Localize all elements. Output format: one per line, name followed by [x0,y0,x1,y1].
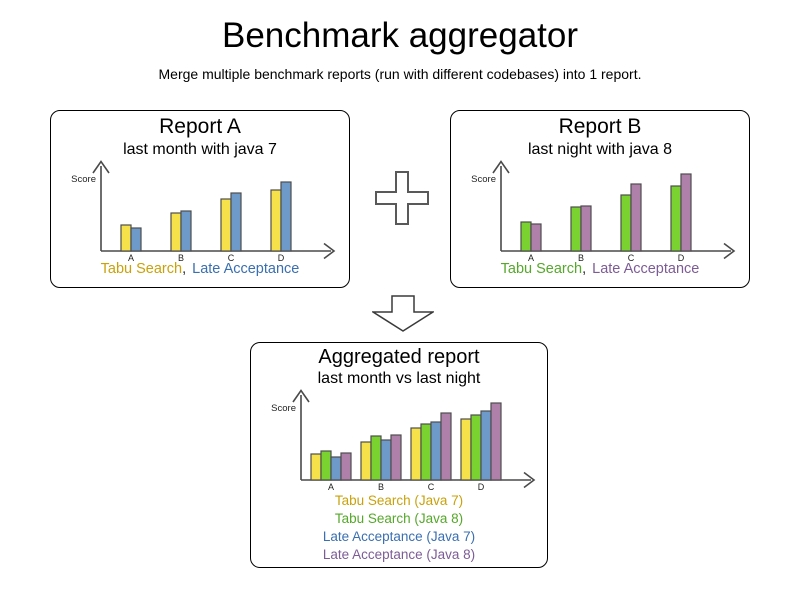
bar-C-1 [410,427,422,481]
bar-A-1 [520,221,532,252]
x-axis-arrowhead [323,242,336,260]
bar-B-1 [170,212,182,252]
category-label-C: C [228,253,235,263]
plus-icon [375,171,429,225]
bar-B-4 [390,434,402,481]
aggregated-report-panel: Aggregated report last month vs last nig… [250,342,548,568]
bar-D-3 [480,410,492,481]
legend-late-acceptance-java8: Late Acceptance (Java 8) [322,547,476,562]
category-label-C: C [428,482,435,492]
report-b-subtitle: last night with java 8 [527,141,673,158]
y-axis-arrowhead [292,389,310,403]
legend-tabu-search-java7: Tabu Search (Java 7) [334,493,464,508]
bar-B-1 [360,441,372,481]
category-label-D: D [278,253,285,263]
bar-A-2 [530,223,542,252]
bar-C-2 [420,423,432,481]
legend-separator: , [582,261,587,277]
y-axis-label: Score [271,403,296,414]
category-label-D: D [678,253,685,263]
legend-separator: , [182,261,187,277]
report-b-title: Report B [558,115,642,138]
x-axis-arrowhead [723,242,736,260]
report-b-chart: Score A B C D [471,160,736,263]
category-label-D: D [478,482,485,492]
report-b-panel: Report B last night with java 8 Score A B C… [450,110,750,288]
bar-B-2 [580,205,592,252]
page-title: Benchmark aggregator [221,16,579,55]
bar-A-3 [330,456,342,481]
legend-tabu-search-java7: Tabu Search [100,261,183,277]
bar-C-2 [630,183,642,252]
y-axis-arrowhead [92,160,110,174]
report-b-legend: Tabu Search, Late Acceptance [451,261,749,277]
aggregated-report-chart: Score A B C D [271,389,536,492]
bar-B-2 [180,210,192,252]
category-label-A: A [528,253,534,263]
bar-C-1 [620,194,632,252]
bar-C-3 [430,421,442,481]
report-a-chart: Score A B C D [71,160,336,263]
bar-A-1 [120,224,132,252]
arrow-down-icon [372,295,434,332]
bar-D-1 [670,185,682,252]
bar-B-3 [380,439,392,481]
y-axis-arrowhead [492,160,510,174]
bar-C-1 [220,198,232,252]
report-a-subtitle: last month with java 7 [123,141,277,158]
category-label-A: A [128,253,134,263]
aggregated-report-subtitle: last month vs last night [317,370,481,387]
category-label-A: A [328,482,334,492]
bar-A-4 [340,452,352,481]
legend-late-acceptance-java8: Late Acceptance [592,261,700,277]
y-axis-label: Score [471,174,496,185]
category-label-C: C [628,253,635,263]
aggregated-report-title: Aggregated report [318,346,480,368]
arrow-down-icon-shape [372,295,434,332]
bar-C-4 [440,412,452,481]
bar-D-1 [270,189,282,252]
report-a-legend: Tabu Search, Late Acceptance [51,261,349,277]
legend-tabu-search-java8: Tabu Search [500,261,583,277]
category-label-B: B [378,482,384,492]
category-label-B: B [178,253,184,263]
bar-D-2 [280,181,292,252]
category-label-B: B [578,253,584,263]
bar-B-1 [570,206,582,252]
report-a-title: Report A [159,115,241,138]
bar-D-2 [470,414,482,481]
y-axis-label: Score [71,174,96,185]
bar-A-2 [320,450,332,481]
plus-icon-shape [375,171,429,225]
x-axis-arrowhead [523,471,536,489]
bar-D-1 [460,418,472,481]
bar-B-2 [370,435,382,481]
legend-late-acceptance-java7: Late Acceptance (Java 7) [322,529,476,544]
bar-A-1 [310,453,322,481]
legend-late-acceptance-java7: Late Acceptance [192,261,300,277]
bar-A-2 [130,227,142,252]
aggregated-report-legend: Tabu Search (Java 7) Tabu Search (Java 8… [251,492,547,564]
bar-D-4 [490,402,502,481]
bar-C-2 [230,192,242,252]
page-subtitle: Merge multiple benchmark reports (run wi… [158,66,642,82]
bar-D-2 [680,173,692,252]
report-a-panel: Report A last month with java 7 Score A B C… [50,110,350,288]
legend-tabu-search-java8: Tabu Search (Java 8) [334,511,464,526]
